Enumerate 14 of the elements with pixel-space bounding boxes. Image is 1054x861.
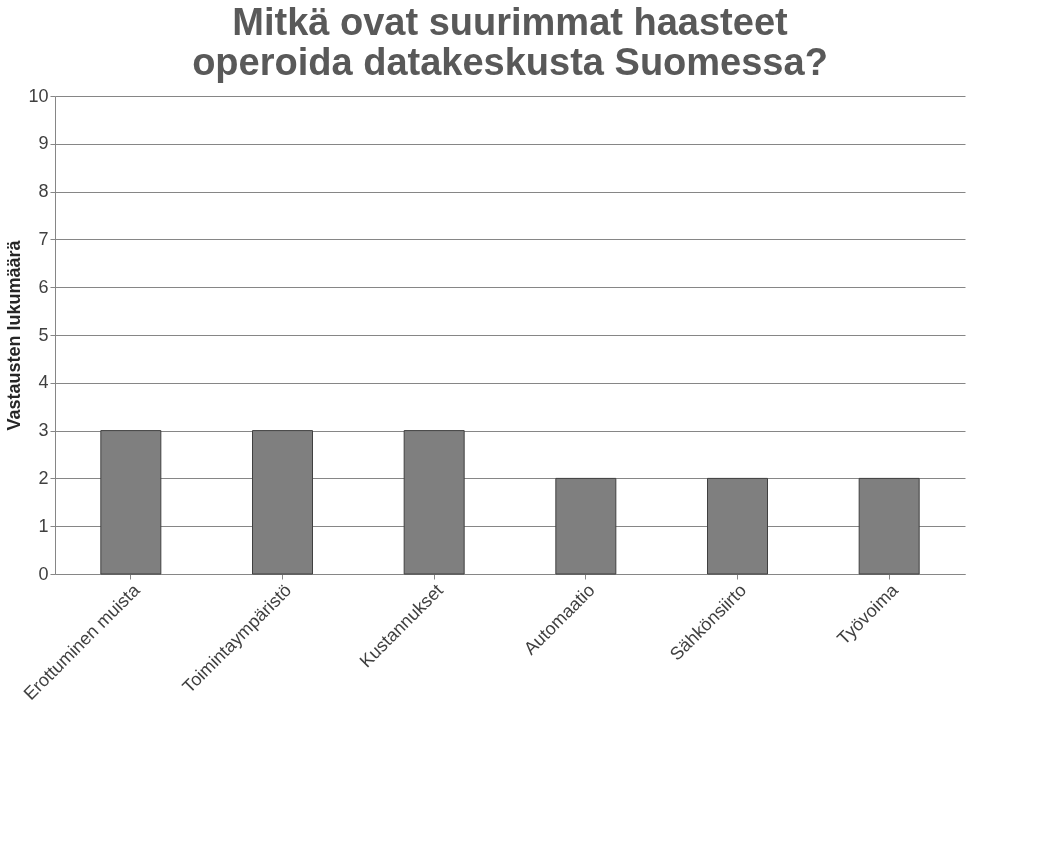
y-tick-label: 4 xyxy=(38,372,49,393)
y-tick-label: 0 xyxy=(38,563,49,584)
y-tick-label: 3 xyxy=(38,420,49,441)
y-tick-label: 1 xyxy=(38,515,49,536)
y-tick-label: 5 xyxy=(38,324,49,345)
y-tick-label: 10 xyxy=(28,85,49,106)
y-tick-label: 8 xyxy=(38,181,49,202)
text: Mitkä ovat suurimmat haasteet xyxy=(232,1,788,43)
y-tick-label: 7 xyxy=(38,228,49,249)
y-tick-label: 2 xyxy=(38,467,49,488)
y-tick-label: 9 xyxy=(38,133,49,154)
y-tick-label: 6 xyxy=(38,276,49,297)
y-axis-title: Vastausten lukumäärä xyxy=(4,239,25,431)
text: operoida datakeskusta Suomessa? xyxy=(192,41,828,83)
